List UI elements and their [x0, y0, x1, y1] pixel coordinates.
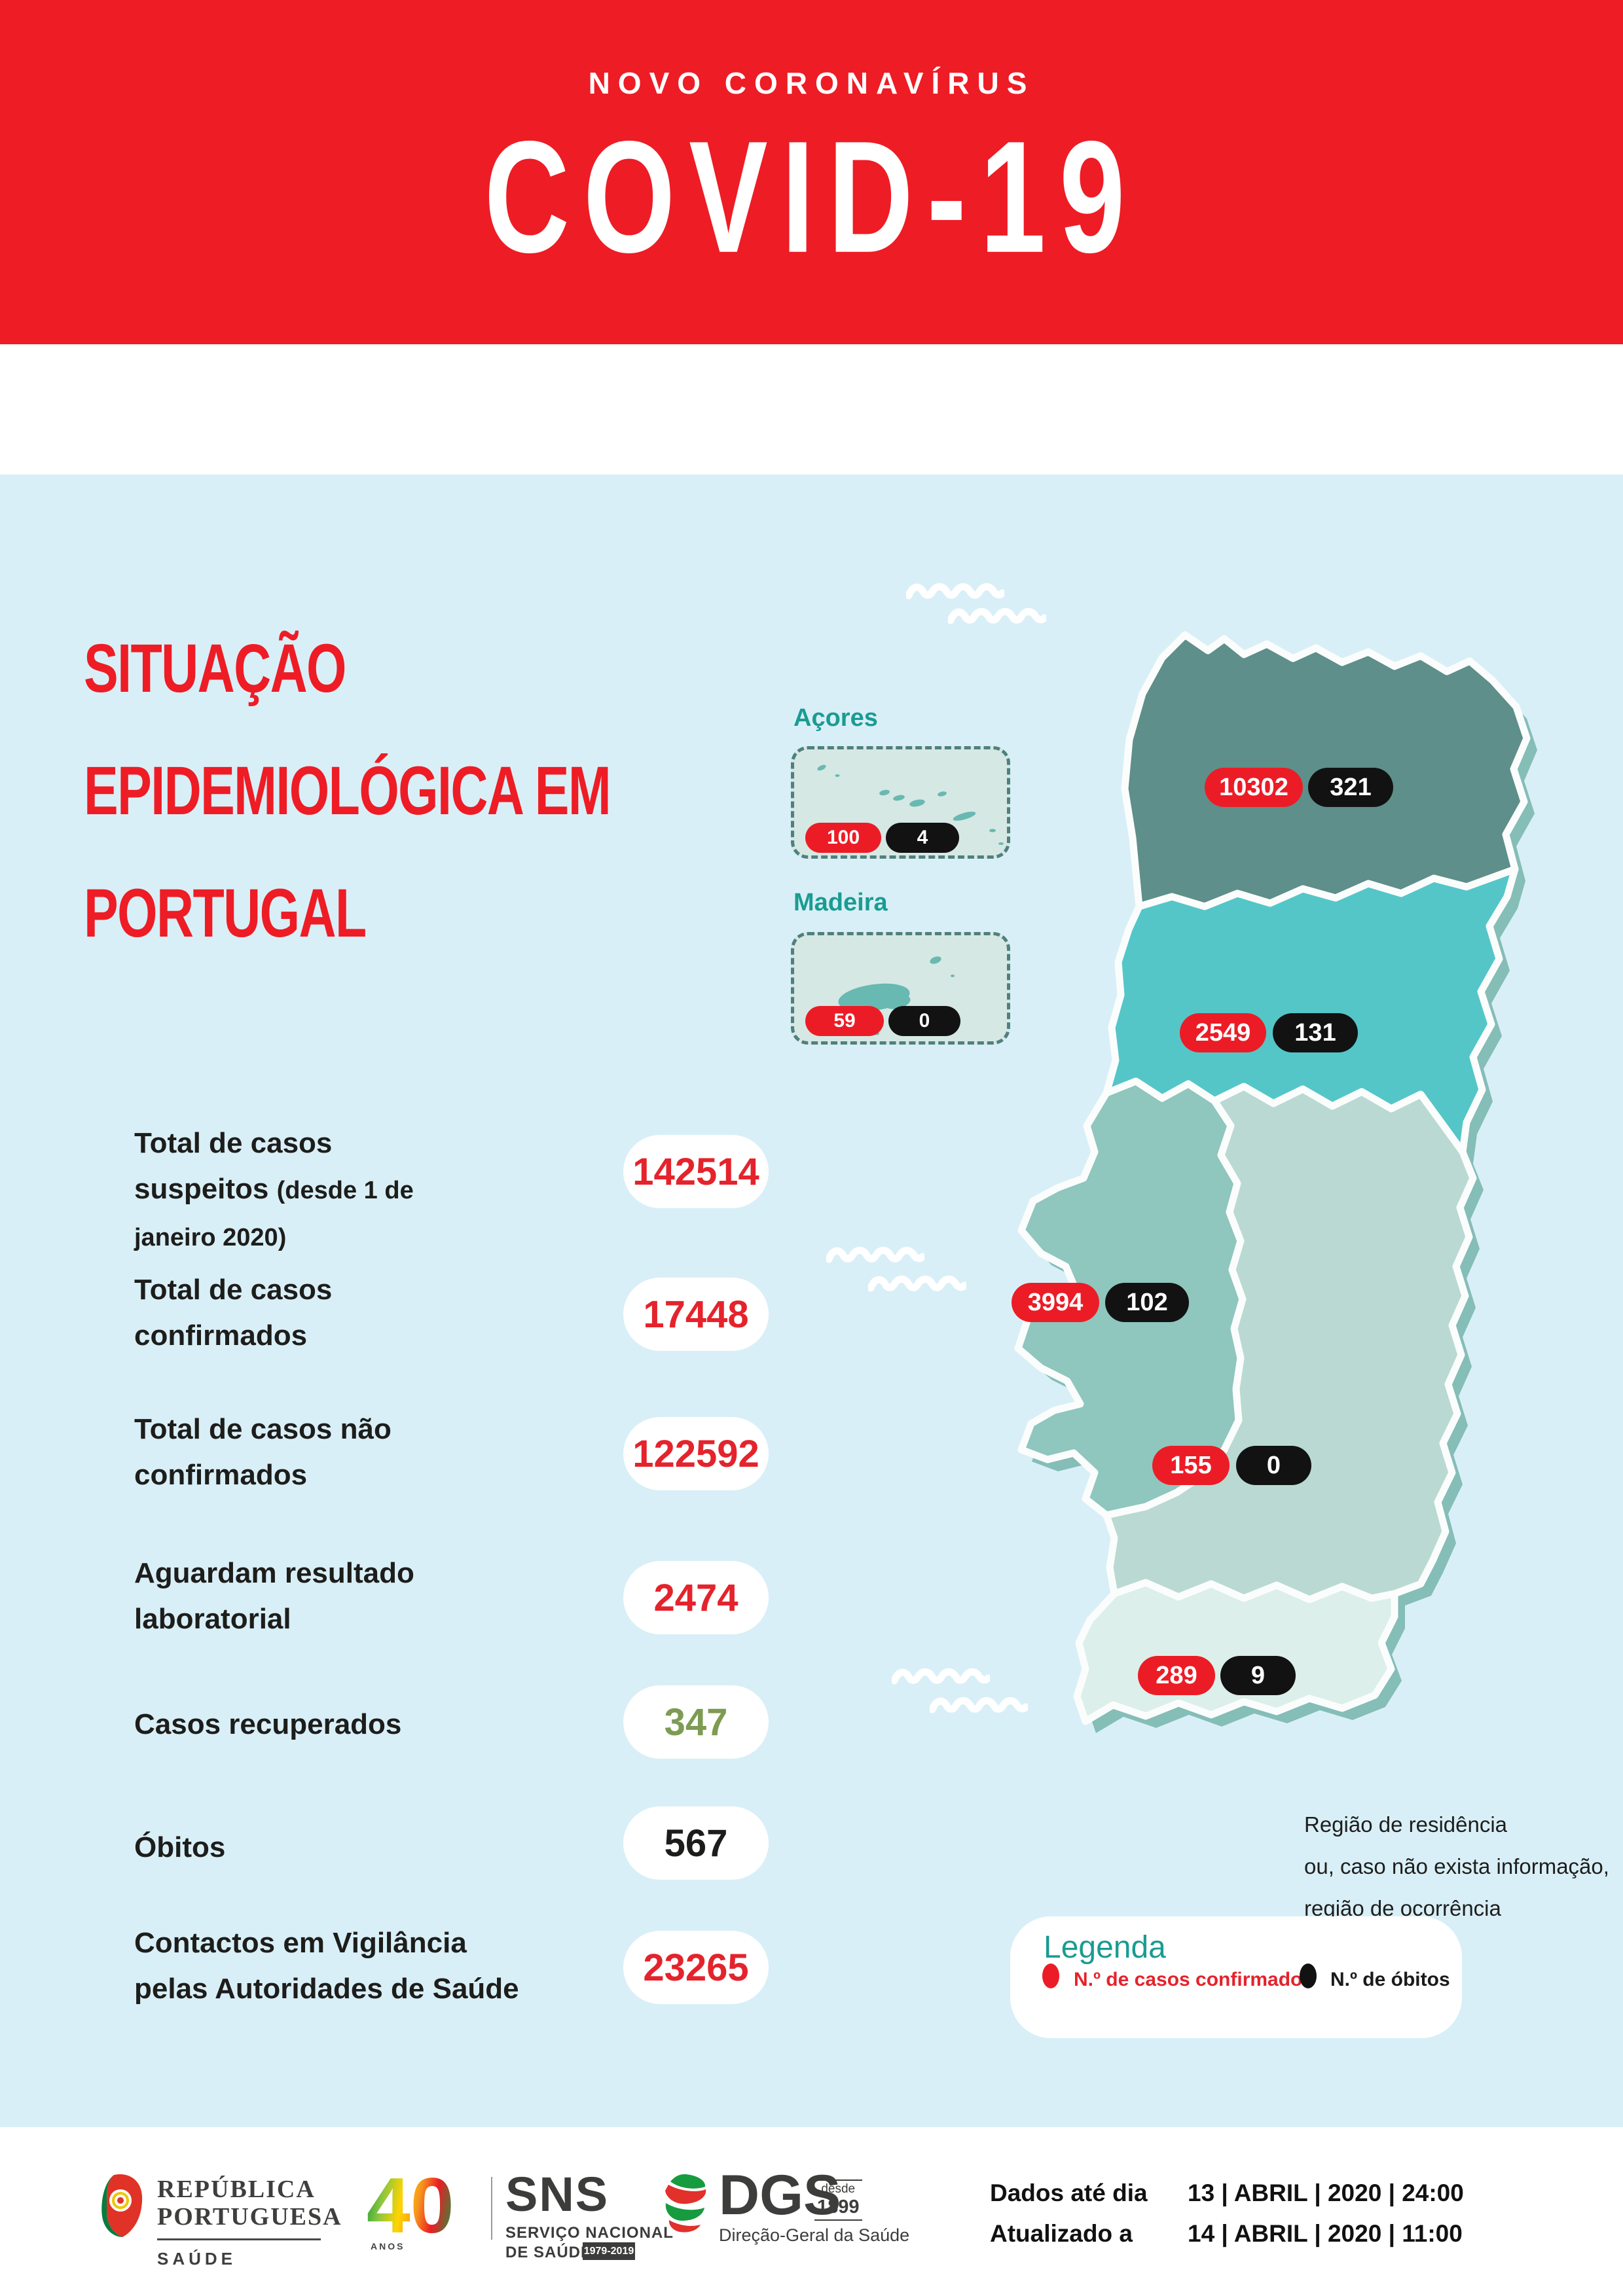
region-algarve-shape: [1073, 1579, 1398, 1725]
republica-line2: PORTUGUESA: [157, 2203, 342, 2231]
stat-value-confirmados: 17448: [623, 1278, 769, 1351]
legend-item-confirmed: N.º de casos confirmados: [1074, 1969, 1314, 1990]
section-title-line1: SITUAÇÃO: [84, 630, 346, 708]
sns-divider: [491, 2177, 492, 2240]
badge-algarve-confirmed: 289: [1138, 1656, 1215, 1695]
section-title: SITUAÇÃO EPIDEMIOLÓGICA EM PORTUGAL: [84, 607, 653, 975]
republica-divider: [157, 2238, 321, 2240]
stat-label-obitos: Óbitos: [134, 1831, 226, 1863]
badge-centro-deaths: 131: [1273, 1013, 1358, 1052]
stat-label-nao-confirmados: Total de casos não confirmados: [134, 1413, 392, 1491]
stat-label-contactos: Contactos em Vigilância pelas Autoridade…: [134, 1927, 519, 2005]
stat-label-confirmados: Total de casos confirmados: [134, 1274, 333, 1352]
legend-box: [1010, 1916, 1462, 2038]
badge-alentejo-deaths: 0: [1236, 1446, 1311, 1485]
subtitle-band: RELATÓRIO DE SITUAÇÃO: [0, 344, 1623, 783]
stat-value-suspeitos: 142514: [623, 1135, 769, 1208]
header-kicker: NOVO CORONAVÍRUS: [588, 66, 1035, 100]
covid19-title: COVID-19: [484, 108, 1139, 287]
wave-decoration-icon: [948, 608, 1046, 624]
date-label-updated: Atualizado a: [990, 2220, 1133, 2247]
inset-box-madeira: 59 0: [791, 932, 1010, 1045]
dgs-subtitle: Direção-Geral da Saúde: [719, 2225, 910, 2245]
badge-lisboa-vale-tejo-confirmed: 3994: [1012, 1283, 1099, 1322]
map-note-line3: região de ocorrência: [1304, 1896, 1501, 1920]
date-value-data-until: 13 | ABRIL | 2020 | 24:00: [1188, 2179, 1464, 2206]
sns-subtitle-line1: SERVIÇO NACIONAL: [505, 2224, 674, 2242]
legend-title: Legenda: [1044, 1930, 1166, 1965]
badge-alentejo-confirmed: 155: [1152, 1446, 1230, 1485]
stat-label-recuperados: Casos recuperados: [134, 1708, 402, 1740]
legend-item-deaths: N.º de óbitos: [1330, 1969, 1450, 1990]
sns-anos-label: ANOS: [371, 2241, 405, 2251]
date-label-data-until: Dados até dia: [990, 2179, 1148, 2206]
dgs-desde-block: desde 1899: [814, 2179, 862, 2221]
wave-decoration-icon: [892, 1668, 990, 1685]
dgs-desde-label: desde: [821, 2182, 856, 2196]
stat-label-suspeitos-note: (desde 1 de janeiro 2020): [134, 1177, 414, 1251]
badge-centro-confirmed: 2549: [1180, 1013, 1266, 1052]
dgs-year: 1899: [817, 2197, 860, 2217]
sns-40-number: 40: [367, 2162, 454, 2250]
stat-value-nao-confirmados: 122592: [623, 1417, 769, 1490]
sns-subtitle-line2: DE SAÚDE: [505, 2244, 593, 2261]
badge-lisboa-vale-tejo-deaths: 102: [1105, 1283, 1189, 1322]
portugal-map-svg: [1014, 631, 1537, 1733]
dgs-name: DGS: [719, 2164, 841, 2227]
stat-value-obitos: 567: [623, 1806, 769, 1880]
section-title-line2: EPIDEMIOLÓGICA EM: [84, 752, 611, 830]
map-note: Região de residência ou, caso não exista…: [1304, 1804, 1618, 1929]
dgs-leaf-icon: [665, 2174, 706, 2233]
inset-label-acores: Açores: [793, 704, 878, 732]
republica-line1: REPÚBLICA: [157, 2176, 316, 2203]
confirmed-dot-icon: [1042, 1964, 1059, 1988]
acores-islands-icon: [817, 764, 1004, 845]
stat-label-aguardam: Aguardam resultado laboratorial: [134, 1557, 414, 1635]
wave-decoration-icon: [906, 583, 1004, 600]
wave-decoration-icon: [930, 1697, 1028, 1713]
badge-norte-confirmed: 10302: [1205, 768, 1303, 807]
republica-portuguesa-emblem-icon: [101, 2174, 143, 2237]
date-value-updated: 14 | ABRIL | 2020 | 11:00: [1188, 2220, 1463, 2247]
badge-acores-deaths: 4: [886, 823, 959, 853]
stat-value-aguardam: 2474: [623, 1561, 769, 1634]
sns-name: SNS: [505, 2167, 610, 2221]
portugal-map: 10302 321 2549 131 3994 102 155 0 289 9: [1008, 609, 1597, 1787]
badge-acores-confirmed: 100: [805, 823, 881, 853]
inset-label-madeira: Madeira: [793, 889, 888, 916]
map-note-line1: Região de residência: [1304, 1812, 1508, 1837]
footer: [0, 2127, 1623, 2296]
deaths-dot-icon: [1300, 1964, 1317, 1988]
sns-years-badge: 1979-2019: [583, 2242, 635, 2260]
map-note-line2: ou, caso não exista informação,: [1304, 1854, 1609, 1878]
badge-norte-deaths: 321: [1308, 768, 1393, 807]
badge-madeira-deaths: 0: [888, 1006, 960, 1036]
stat-label-suspeitos: Total de casos suspeitos (desde 1 de jan…: [134, 1127, 414, 1251]
republica-department: SAÚDE: [157, 2249, 237, 2269]
section-title-line3: PORTUGAL: [84, 874, 367, 952]
stat-value-recuperados: 347: [623, 1685, 769, 1759]
badge-algarve-deaths: 9: [1220, 1656, 1296, 1695]
wave-decoration-icon: [826, 1247, 924, 1263]
stat-value-contactos: 23265: [623, 1931, 769, 2004]
inset-box-acores: 100 4: [791, 746, 1010, 859]
report-header: NOVO CORONAVÍRUS COVID-19: [0, 0, 1623, 344]
madeira-islands-icon: [838, 956, 955, 1035]
wave-decoration-icon: [868, 1276, 966, 1292]
badge-madeira-confirmed: 59: [805, 1006, 884, 1036]
